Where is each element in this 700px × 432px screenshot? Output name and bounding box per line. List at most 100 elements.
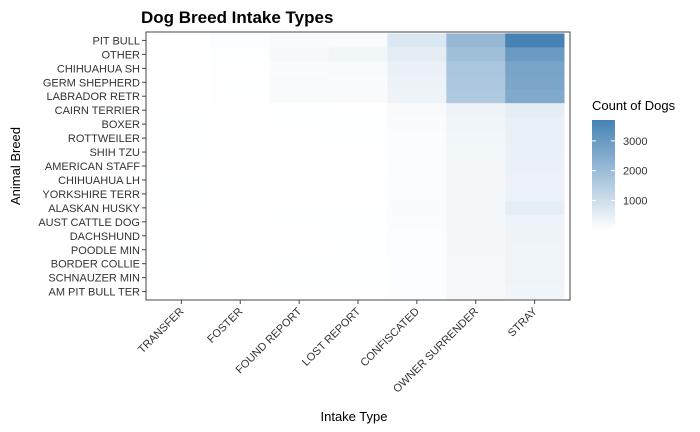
heatmap-cell [269,172,329,188]
heatmap-cell [328,200,388,216]
heatmap-cell [328,103,388,118]
heatmap-cell [328,33,388,48]
x-tick-label: STRAY [506,305,540,339]
heatmap-cell [328,75,388,90]
heatmap-cell [269,47,329,62]
heatmap-cell [210,89,271,104]
heatmap-cell [387,256,447,272]
x-tick-label: TRANSFER [136,306,186,356]
heatmap-cell [387,242,447,258]
heatmap-cell [505,103,565,118]
heatmap-cell [210,33,271,48]
heatmap-cells [151,33,565,300]
heatmap-cell [210,117,271,132]
heatmap-cell [505,33,565,48]
y-tick-label: CAIRN TERRIER [55,105,140,117]
heatmap-cell [446,186,506,202]
heatmap-cell [328,242,388,258]
y-tick-label: AUST CATTLE DOG [38,217,140,229]
heatmap-cell [269,145,329,160]
heatmap-cell [505,186,565,202]
y-tick-label: ROTTWEILER [68,133,140,145]
heatmap-cell [387,103,447,118]
legend-title: Count of Dogs [592,98,676,113]
heatmap-cell [269,61,329,76]
heatmap-cell [269,103,329,118]
heatmap-cell [387,47,447,62]
chart-title: Dog Breed Intake Types [141,8,333,27]
heatmap-cell [505,270,565,286]
heatmap-cell [505,256,565,272]
heatmap-cell [269,200,329,216]
heatmap-cell [151,145,212,160]
heatmap-cell [505,89,565,104]
x-tick-label: LOST REPORT [300,305,363,368]
heatmap-cell [328,172,388,188]
heatmap-cell [387,228,447,244]
heatmap-cell [328,256,388,272]
heatmap-cell [269,89,329,104]
heatmap-cell [446,270,506,286]
heatmap-cell [505,228,565,244]
heatmap-cell [505,47,565,62]
heatmap-cell [387,145,447,160]
heatmap-cell [269,33,329,48]
heatmap-cell [269,214,329,230]
heatmap-cell [328,145,388,160]
x-tick-label: FOUND REPORT [234,305,305,376]
heatmap-cell [446,159,506,174]
legend-tick-label: 3000 [623,136,647,148]
y-tick-label: SCHNAUZER MIN [48,273,140,285]
y-axis-label: Animal Breed [8,127,23,205]
heatmap-cell [505,284,565,300]
heatmap-cell [210,75,271,90]
heatmap-cell [387,270,447,286]
heatmap-cell [446,33,506,48]
heatmap-cell [505,214,565,230]
heatmap-cell [387,61,447,76]
heatmap-cell [328,131,388,146]
heatmap-cell [210,186,271,202]
heatmap-cell [328,117,388,132]
heatmap-cell [387,131,447,146]
y-tick-label: GERM SHEPHERD [43,77,140,89]
heatmap-cell [505,242,565,258]
legend: Count of Dogs 1000 2000 3000 [592,98,676,230]
heatmap-cell [269,186,329,202]
heatmap-cell [328,270,388,286]
x-tick-label: CONFISCATED [358,306,422,370]
heatmap-cell [269,284,329,300]
heatmap-cell [328,284,388,300]
heatmap-cell [269,159,329,174]
y-tick-label: POODLE MIN [71,245,140,257]
heatmap-cell [446,47,506,62]
heatmap-cell [387,200,447,216]
heatmap-cell [446,214,506,230]
heatmap-cell [151,186,212,202]
heatmap-cell [387,284,447,300]
heatmap-cell [505,75,565,90]
heatmap-cell [387,33,447,48]
heatmap-cell [269,256,329,272]
heatmap-cell [387,89,447,104]
heatmap-cell [151,131,212,146]
legend-colorbar [592,120,615,230]
heatmap-cell [505,172,565,188]
heatmap-cell [151,256,212,272]
heatmap-cell [446,117,506,132]
y-tick-label: SHIH TZU [89,147,140,159]
heatmap-cell [387,75,447,90]
heatmap-cell [269,117,329,132]
x-axis-label: Intake Type [321,409,388,424]
heatmap-cell [505,159,565,174]
heatmap-cell [151,172,212,188]
heatmap-cell [446,284,506,300]
y-tick-label: AMERICAN STAFF [45,161,140,173]
heatmap-cell [387,186,447,202]
heatmap-cell [151,242,212,258]
heatmap-cell [446,200,506,216]
heatmap-cell [505,131,565,146]
heatmap-cell [505,145,565,160]
heatmap-cell [210,47,271,62]
